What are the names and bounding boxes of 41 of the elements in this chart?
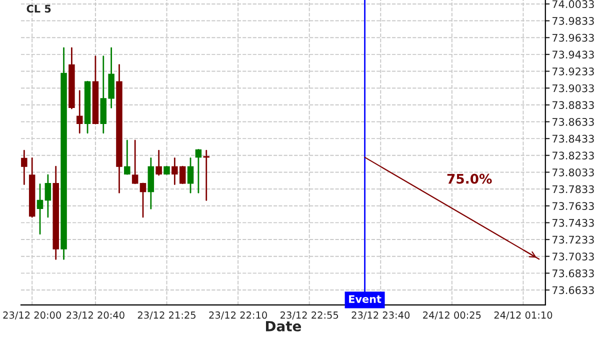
x-tick-label: 24/12 01:10 [494, 311, 552, 320]
annotation: 75.0% [447, 174, 492, 184]
candlestick [187, 157, 194, 194]
y-tick-label: 74.0033 [552, 0, 594, 8]
y-tick-label: 73.7633 [552, 202, 594, 210]
y-tick-label: 73.9833 [552, 17, 594, 25]
candlestick [21, 150, 28, 185]
x-tick-label: 23/12 22:10 [209, 311, 267, 320]
y-tick-label: 73.7033 [552, 252, 594, 260]
x-tick-label: 23/12 20:00 [3, 311, 62, 320]
y-tick-label: 73.8233 [552, 152, 594, 160]
x-tick-label: 23/12 21:25 [138, 311, 196, 320]
candlestick [156, 150, 162, 176]
y-tick-label: 73.8433 [552, 134, 594, 143]
y-tick-label: 73.8833 [552, 101, 594, 110]
ref-line-label: Event [349, 295, 382, 303]
y-tick-label: 73.8033 [552, 168, 594, 176]
y-tick-label: 73.7433 [552, 218, 594, 227]
y-tick-label: 73.9033 [552, 84, 594, 92]
y-tick-label: 73.9233 [552, 67, 594, 76]
y-tick-label: 73.6633 [552, 286, 594, 294]
y-tick-label: 73.6833 [552, 269, 594, 278]
y-tick-label: 73.8633 [552, 118, 594, 126]
y-tick-label: 73.9433 [552, 50, 594, 59]
chart-title: CL 5 [26, 4, 51, 13]
x-tick-label: 24/12 00:25 [423, 311, 481, 320]
candlestick [140, 182, 146, 218]
x-tick-label: 23/12 20:40 [66, 311, 124, 320]
y-tick-label: 73.9633 [552, 34, 594, 42]
candlestick [76, 90, 83, 134]
x-tick-label: 23/12 23:40 [352, 311, 410, 320]
candlestick [203, 150, 210, 201]
x-tick-label: 23/12 22:55 [280, 311, 338, 320]
candlestick [36, 184, 44, 235]
y-tick-label: 73.7233 [552, 236, 594, 244]
y-tick-label: 73.7833 [552, 185, 594, 194]
x-axis-title: Date [266, 321, 302, 332]
candlestick [124, 140, 130, 175]
candlestick [195, 149, 202, 194]
candlestick [44, 174, 52, 218]
candlestick [132, 140, 138, 184]
